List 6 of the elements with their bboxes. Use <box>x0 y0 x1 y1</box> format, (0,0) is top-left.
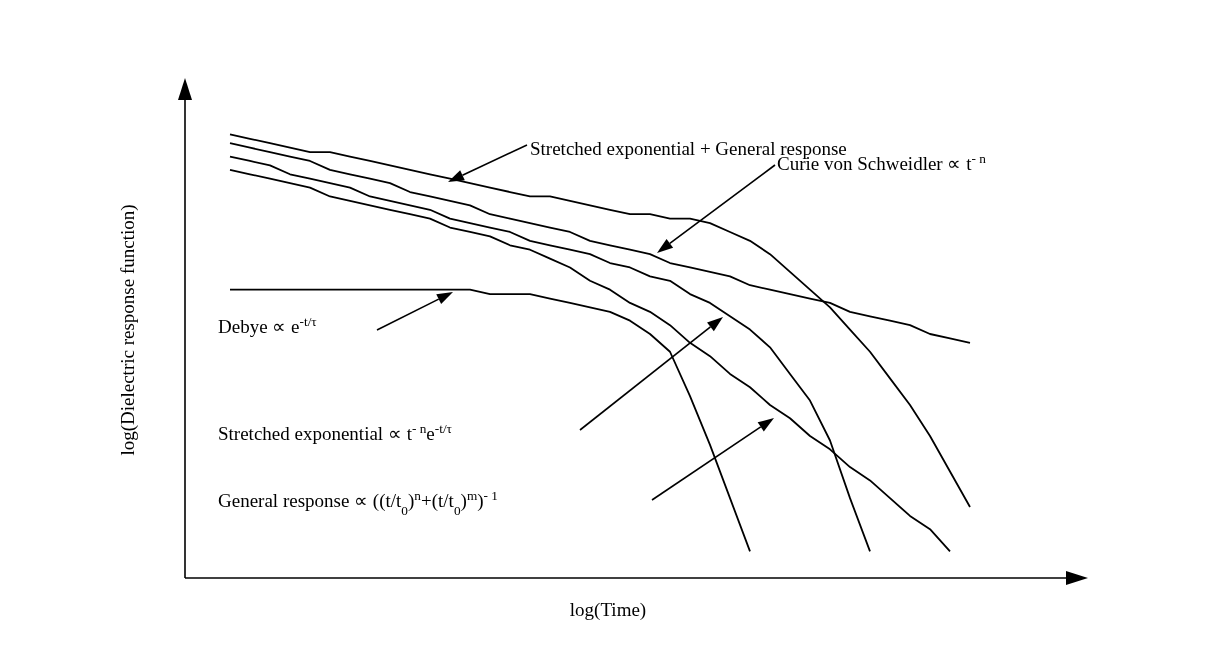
annotation: Stretched exponential + General response <box>530 138 847 159</box>
annotation: Stretched exponential ∝ t$^{- n}$e$^{-t/τ}$ <box>218 420 453 444</box>
x-axis-title: log(Time) <box>569 599 647 621</box>
text: General response ∝ ((t/t$_{0}$)$^{n}$+(t/t$_{0}$)$^{m}$)$^{- 1}$ <box>218 487 498 518</box>
annotation: Debye ∝ e$^{-t/τ}$ <box>218 313 318 337</box>
y-axis-title: log(Dielectric response function) <box>117 204 139 456</box>
